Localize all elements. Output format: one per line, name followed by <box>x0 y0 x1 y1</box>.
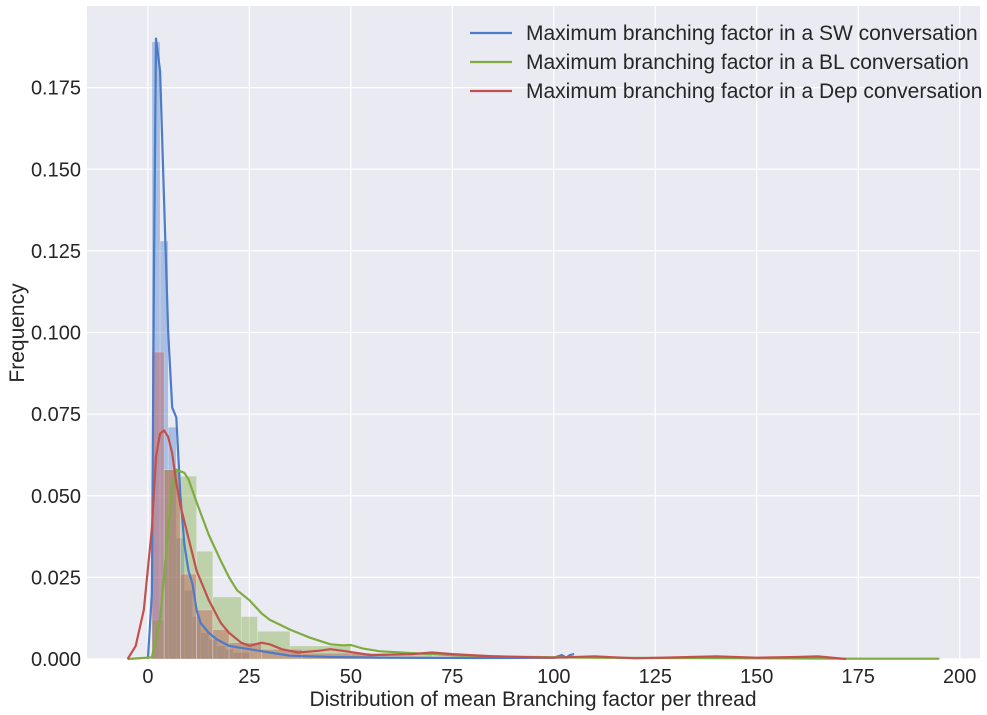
y-tick-label: 0.125 <box>31 241 81 263</box>
y-axis-label: Frequency <box>6 283 29 383</box>
x-tick-label: 150 <box>740 666 773 688</box>
x-axis-label: Distribution of mean Branching factor pe… <box>309 688 756 711</box>
kde-line-series-0 <box>146 37 575 660</box>
y-tick-label: 0.150 <box>31 159 81 181</box>
histogram-bar-series-1 <box>151 619 165 660</box>
x-tick-label: 100 <box>537 666 570 688</box>
histogram-bar-series-1 <box>212 596 242 660</box>
y-tick-label: 0.175 <box>31 78 81 100</box>
kde-layer <box>126 37 940 661</box>
histogram-bar-series-0 <box>216 645 226 660</box>
histogram-bar-series-0 <box>184 590 193 660</box>
y-tick-label: 0.100 <box>31 323 81 345</box>
y-tick-label: 0.050 <box>31 486 81 508</box>
legend-label: Maximum branching factor in a BL convers… <box>526 51 969 74</box>
y-tick-label: 0.000 <box>31 649 81 671</box>
x-tick-label: 75 <box>441 666 463 688</box>
x-tick-label: 50 <box>340 666 362 688</box>
histogram-bar-series-1 <box>350 652 433 660</box>
legend: Maximum branching factor in a SW convers… <box>470 22 982 103</box>
x-tick-label: 25 <box>238 666 260 688</box>
histogram-bar-series-0 <box>208 639 218 660</box>
histogram-bar-series-0 <box>192 616 201 660</box>
x-tick-label: 175 <box>842 666 875 688</box>
histogram-bar-series-0 <box>224 648 234 660</box>
histogram-bar-series-2 <box>180 573 197 660</box>
legend-label: Maximum branching factor in a SW convers… <box>526 22 978 45</box>
legend-label: Maximum branching factor in a Dep conver… <box>526 80 982 103</box>
kde-line-series-2 <box>126 429 847 661</box>
y-tick-label: 0.025 <box>31 567 81 589</box>
histogram-bar-series-0 <box>176 537 185 660</box>
tick-label-layer: 0 25 50 75 100 125 150 175 200 0.000 0.025 0.050 0.0… <box>31 78 976 688</box>
histogram-bar-series-0 <box>159 240 169 660</box>
histogram-bar-series-0 <box>200 632 210 660</box>
x-tick-label: 125 <box>639 666 672 688</box>
histogram-bar-series-2 <box>212 629 230 660</box>
x-tick-label: 0 <box>142 666 153 688</box>
histogram-bar-series-0 <box>232 652 250 660</box>
x-tick-label: 200 <box>943 666 976 688</box>
histogram-bar-series-0 <box>167 426 177 660</box>
y-tick-label: 0.075 <box>31 404 81 426</box>
